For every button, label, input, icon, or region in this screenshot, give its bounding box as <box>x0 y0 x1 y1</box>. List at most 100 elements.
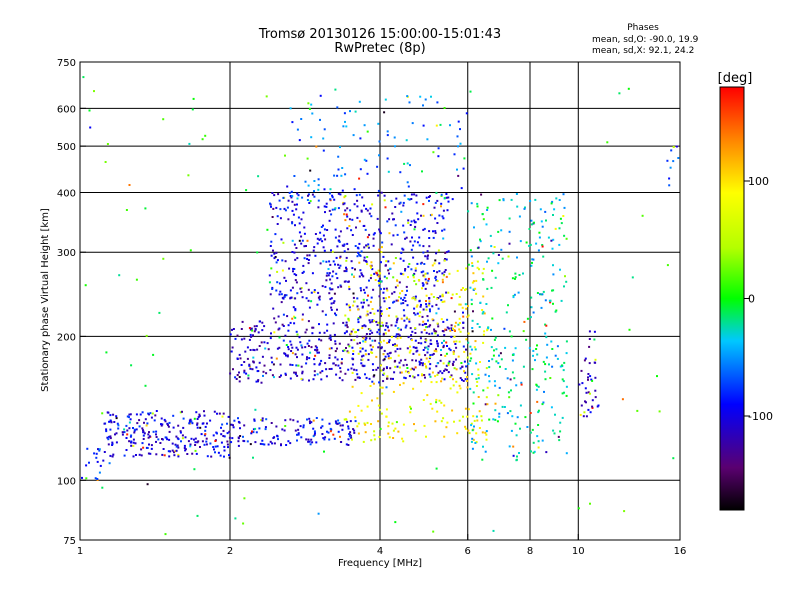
data-point <box>334 88 337 91</box>
data-point <box>213 448 215 451</box>
data-point <box>505 311 508 314</box>
data-point <box>481 431 484 434</box>
data-point <box>364 325 367 328</box>
data-point <box>436 280 439 282</box>
data-point <box>466 380 469 382</box>
data-point <box>285 294 288 297</box>
data-point <box>328 272 331 275</box>
data-point <box>246 357 249 360</box>
data-point <box>313 289 316 292</box>
data-point <box>378 140 381 143</box>
data-point <box>313 433 316 436</box>
data-point <box>524 206 526 209</box>
data-point <box>270 254 273 257</box>
data-point <box>367 246 370 249</box>
data-point <box>307 288 310 291</box>
data-point <box>277 193 280 196</box>
data-point <box>373 272 376 275</box>
data-point <box>383 111 386 114</box>
data-point <box>486 209 489 211</box>
data-point <box>445 341 448 344</box>
data-point <box>467 332 470 335</box>
data-point <box>142 429 144 432</box>
data-point <box>546 343 549 346</box>
data-point <box>388 232 391 235</box>
data-point <box>414 327 417 330</box>
data-point <box>404 358 407 361</box>
data-point <box>321 433 324 435</box>
data-point <box>463 350 466 353</box>
data-point <box>256 251 259 254</box>
data-point <box>313 190 315 193</box>
data-point <box>428 237 431 239</box>
data-point <box>434 230 437 233</box>
data-point <box>445 275 448 278</box>
data-point <box>531 258 534 261</box>
data-point <box>203 443 206 446</box>
data-point <box>428 245 431 248</box>
data-point <box>433 262 436 265</box>
data-point <box>319 371 322 374</box>
data-point <box>583 359 586 362</box>
data-point <box>442 344 445 347</box>
data-point <box>279 363 282 366</box>
data-point <box>382 353 385 356</box>
data-point <box>238 371 240 374</box>
data-point <box>198 413 201 416</box>
data-point <box>407 221 410 224</box>
data-point <box>278 293 281 296</box>
data-point <box>369 277 372 280</box>
data-point <box>329 430 332 433</box>
data-point <box>234 376 237 379</box>
data-point <box>273 257 276 260</box>
data-point <box>382 255 385 258</box>
data-point <box>144 207 147 210</box>
data-point <box>535 383 538 386</box>
data-point <box>328 219 331 222</box>
data-point <box>460 288 463 291</box>
data-point <box>477 246 480 249</box>
data-point <box>353 339 356 342</box>
data-point <box>388 218 391 221</box>
data-point <box>128 413 131 416</box>
data-point <box>322 149 325 152</box>
data-point <box>359 341 361 344</box>
data-point <box>166 438 169 441</box>
data-point <box>103 451 106 453</box>
data-point <box>522 272 524 275</box>
data-point <box>519 427 521 430</box>
data-point <box>400 317 403 320</box>
data-point <box>451 198 454 201</box>
data-point <box>251 329 254 332</box>
data-point <box>541 225 544 228</box>
data-point <box>317 178 320 181</box>
data-point <box>139 413 142 416</box>
stats-x-line: mean, sd,X: 92.1, 24.2 <box>592 46 694 56</box>
data-point <box>552 289 555 292</box>
data-point <box>189 443 192 446</box>
data-point <box>108 435 110 438</box>
data-point <box>445 196 448 199</box>
data-point <box>435 252 438 255</box>
data-point <box>562 193 565 196</box>
data-point <box>304 346 307 349</box>
data-point <box>293 371 296 374</box>
data-point <box>337 192 340 195</box>
data-point <box>411 375 414 378</box>
data-point <box>343 349 346 352</box>
data-point <box>294 297 297 300</box>
data-point <box>368 333 371 335</box>
data-point <box>560 299 563 302</box>
data-point <box>274 256 277 258</box>
data-point <box>427 360 430 363</box>
data-point <box>459 387 462 390</box>
data-point <box>497 394 500 397</box>
data-point <box>319 231 322 234</box>
data-point <box>357 251 360 254</box>
data-point <box>362 298 365 301</box>
data-point <box>176 444 179 447</box>
data-point <box>345 259 348 262</box>
data-point <box>478 268 480 271</box>
data-point <box>336 174 339 177</box>
data-point <box>471 264 474 267</box>
